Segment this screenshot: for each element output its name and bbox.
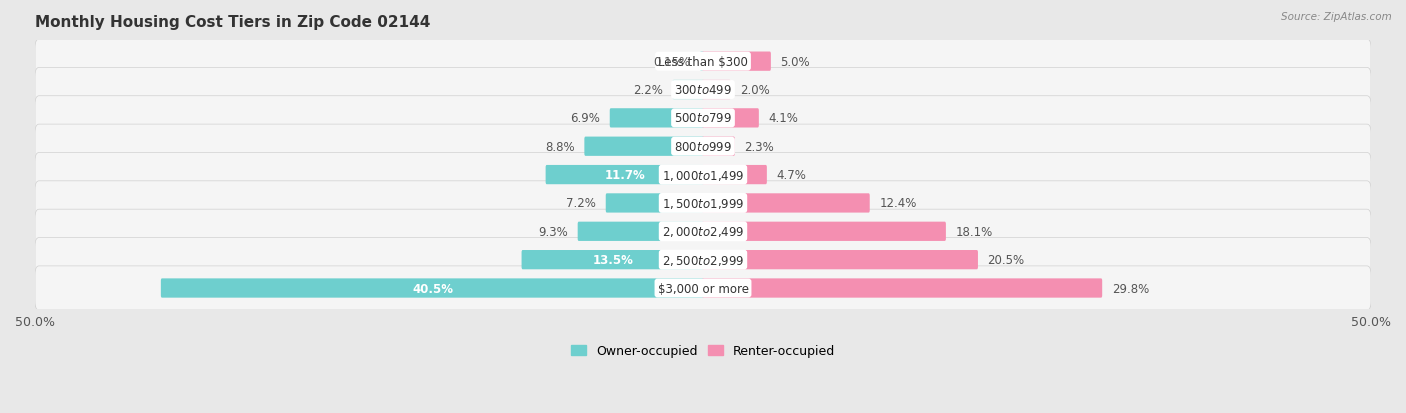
Text: 7.2%: 7.2% <box>567 197 596 210</box>
FancyBboxPatch shape <box>702 137 735 157</box>
FancyBboxPatch shape <box>702 109 759 128</box>
Text: 12.4%: 12.4% <box>879 197 917 210</box>
FancyBboxPatch shape <box>702 52 770 71</box>
Text: 2.2%: 2.2% <box>633 84 662 97</box>
FancyBboxPatch shape <box>585 137 704 157</box>
Text: $800 to $999: $800 to $999 <box>673 140 733 153</box>
FancyBboxPatch shape <box>702 194 870 213</box>
Text: 29.8%: 29.8% <box>1112 282 1149 295</box>
FancyBboxPatch shape <box>700 52 704 71</box>
Text: 40.5%: 40.5% <box>412 282 453 295</box>
Text: $2,000 to $2,499: $2,000 to $2,499 <box>662 225 744 239</box>
FancyBboxPatch shape <box>702 250 979 270</box>
FancyBboxPatch shape <box>35 266 1371 311</box>
Text: 6.9%: 6.9% <box>571 112 600 125</box>
Text: $3,000 or more: $3,000 or more <box>658 282 748 295</box>
Text: 4.7%: 4.7% <box>776 169 807 182</box>
FancyBboxPatch shape <box>672 81 704 100</box>
Text: 13.5%: 13.5% <box>592 254 633 266</box>
Legend: Owner-occupied, Renter-occupied: Owner-occupied, Renter-occupied <box>567 339 839 363</box>
FancyBboxPatch shape <box>35 125 1371 169</box>
FancyBboxPatch shape <box>702 222 946 241</box>
Text: 4.1%: 4.1% <box>769 112 799 125</box>
Text: $1,500 to $1,999: $1,500 to $1,999 <box>662 197 744 211</box>
Text: 2.0%: 2.0% <box>741 84 770 97</box>
Text: 18.1%: 18.1% <box>956 225 993 238</box>
Text: $500 to $799: $500 to $799 <box>673 112 733 125</box>
Text: 2.3%: 2.3% <box>744 140 775 153</box>
FancyBboxPatch shape <box>35 181 1371 225</box>
FancyBboxPatch shape <box>522 250 704 270</box>
FancyBboxPatch shape <box>35 68 1371 112</box>
Text: $2,500 to $2,999: $2,500 to $2,999 <box>662 253 744 267</box>
FancyBboxPatch shape <box>702 81 731 100</box>
FancyBboxPatch shape <box>610 109 704 128</box>
Text: 0.15%: 0.15% <box>654 55 690 69</box>
Text: 8.8%: 8.8% <box>546 140 575 153</box>
FancyBboxPatch shape <box>606 194 704 213</box>
FancyBboxPatch shape <box>702 166 766 185</box>
Text: $1,000 to $1,499: $1,000 to $1,499 <box>662 168 744 182</box>
Text: 11.7%: 11.7% <box>605 169 645 182</box>
FancyBboxPatch shape <box>702 279 1102 298</box>
Text: 20.5%: 20.5% <box>987 254 1025 266</box>
FancyBboxPatch shape <box>546 166 704 185</box>
FancyBboxPatch shape <box>35 97 1371 141</box>
FancyBboxPatch shape <box>35 40 1371 84</box>
Text: Less than $300: Less than $300 <box>658 55 748 69</box>
Text: Source: ZipAtlas.com: Source: ZipAtlas.com <box>1281 12 1392 22</box>
FancyBboxPatch shape <box>35 238 1371 282</box>
FancyBboxPatch shape <box>35 210 1371 254</box>
Text: 9.3%: 9.3% <box>538 225 568 238</box>
Text: Monthly Housing Cost Tiers in Zip Code 02144: Monthly Housing Cost Tiers in Zip Code 0… <box>35 15 430 30</box>
FancyBboxPatch shape <box>160 279 704 298</box>
FancyBboxPatch shape <box>35 153 1371 197</box>
Text: 5.0%: 5.0% <box>780 55 810 69</box>
FancyBboxPatch shape <box>578 222 704 241</box>
Text: $300 to $499: $300 to $499 <box>673 84 733 97</box>
